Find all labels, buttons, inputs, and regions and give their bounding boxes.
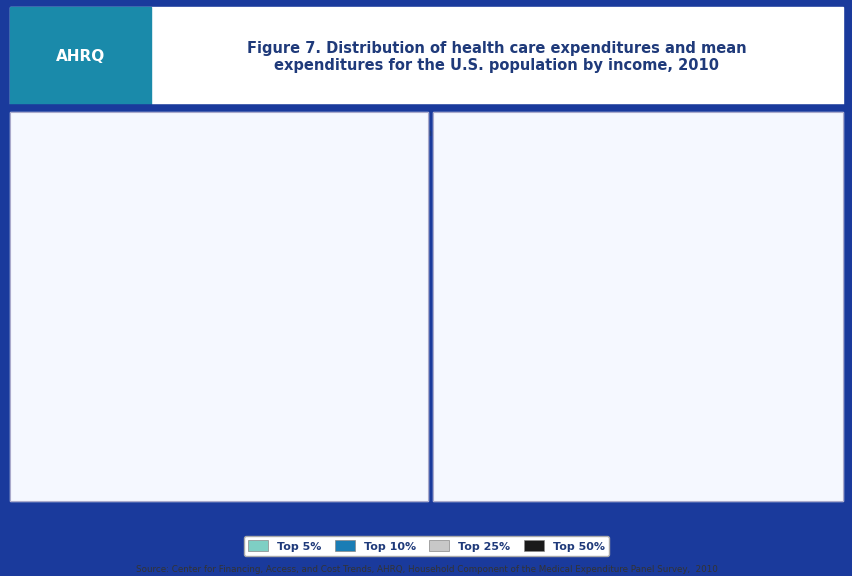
Bar <box>653 297 665 452</box>
Text: $29,660: $29,660 <box>509 275 545 283</box>
Bar <box>108 180 121 452</box>
Text: $42,351: $42,351 <box>629 203 665 213</box>
Bar <box>179 181 192 452</box>
Text: $14,841: $14,841 <box>521 358 556 366</box>
Text: Figure 7b. Annual mean expenditures by income: Figure 7b. Annual mean expenditures by i… <box>497 128 793 138</box>
Text: $13,786: $13,786 <box>586 363 622 373</box>
Text: $8,488: $8,488 <box>797 393 828 402</box>
Text: 89.0%: 89.0% <box>159 196 187 205</box>
Text: AHRQ: AHRQ <box>56 49 105 65</box>
Text: 73.6%: 73.6% <box>76 238 104 247</box>
Text: $13,198: $13,198 <box>717 367 754 376</box>
Text: $14,165: $14,165 <box>652 361 688 370</box>
Bar <box>587 305 598 452</box>
Text: $7,392: $7,392 <box>732 399 763 408</box>
Bar <box>308 213 320 452</box>
Bar <box>532 369 544 452</box>
Text: $7,951: $7,951 <box>535 396 566 405</box>
Bar <box>320 184 332 452</box>
Text: $37,745: $37,745 <box>694 229 731 238</box>
Text: $27,669: $27,669 <box>641 286 676 295</box>
Bar <box>296 271 308 452</box>
Text: 82.0%: 82.0% <box>371 215 399 224</box>
Bar <box>366 286 378 452</box>
Bar <box>391 190 403 452</box>
Bar <box>283 316 296 452</box>
Text: 50.5%: 50.5% <box>135 302 162 310</box>
Text: $26,981: $26,981 <box>772 290 808 298</box>
Bar <box>167 207 179 452</box>
Bar <box>610 410 621 452</box>
Text: 92.1%: 92.1% <box>89 187 116 196</box>
Text: 45.8%: 45.8% <box>346 314 374 324</box>
Text: 57.6%: 57.6% <box>64 282 91 291</box>
Bar <box>773 223 784 452</box>
Text: 95.3%: 95.3% <box>383 179 411 187</box>
Text: Source: Center for Financing, Access, and Cost Trends, AHRQ, Household Component: Source: Center for Financing, Access, an… <box>135 564 717 574</box>
Text: $14,607: $14,607 <box>783 359 820 368</box>
Bar <box>154 266 167 452</box>
Bar <box>250 182 262 452</box>
Text: 98.8%: 98.8% <box>101 169 129 178</box>
Bar <box>730 378 741 452</box>
Bar <box>707 241 718 452</box>
Bar <box>378 226 391 452</box>
Text: 98.2%: 98.2% <box>242 170 270 180</box>
Bar <box>665 373 676 452</box>
Bar <box>83 249 96 452</box>
Text: 86.9%: 86.9% <box>300 202 328 211</box>
Text: 65.9%: 65.9% <box>288 259 315 268</box>
Text: $46,640: $46,640 <box>498 179 533 188</box>
Bar <box>521 286 532 452</box>
Text: $25,052: $25,052 <box>705 300 742 309</box>
Text: Figure 7a. Distribution  of health care expenditures by income: Figure 7a. Distribution of health care e… <box>57 128 439 138</box>
Text: $7,626: $7,626 <box>601 398 631 407</box>
Bar <box>575 233 587 452</box>
Bar <box>509 191 521 452</box>
Text: $39,209: $39,209 <box>563 221 599 230</box>
Text: 53.5%: 53.5% <box>205 294 233 302</box>
Text: Figure 7. Distribution of health care expenditures and mean
expenditures for the: Figure 7. Distribution of health care ex… <box>247 40 746 73</box>
Bar <box>598 375 610 452</box>
Bar <box>807 404 819 452</box>
Text: 89.5%: 89.5% <box>229 195 257 203</box>
Bar <box>718 312 730 452</box>
Text: 98.4%: 98.4% <box>171 170 199 179</box>
Bar <box>225 261 237 452</box>
Text: 67.6%: 67.6% <box>147 255 174 264</box>
Bar <box>642 215 653 452</box>
Legend: Top 5%, Top 10%, Top 25%, Top 50%: Top 5%, Top 10%, Top 25%, Top 50% <box>244 536 608 556</box>
Bar <box>676 409 687 452</box>
Text: 97.3%: 97.3% <box>313 173 340 182</box>
Bar <box>741 411 753 452</box>
Bar <box>796 370 807 452</box>
Text: 69.6%: 69.6% <box>217 249 245 258</box>
Bar <box>784 301 796 452</box>
Bar <box>212 305 225 452</box>
Bar <box>237 206 250 452</box>
Bar <box>354 326 366 452</box>
Text: 49.4%: 49.4% <box>275 305 303 314</box>
Bar <box>142 313 154 452</box>
Text: $26,212: $26,212 <box>574 294 611 303</box>
Text: 60.6%: 60.6% <box>359 274 386 283</box>
Text: $7,761: $7,761 <box>666 397 697 406</box>
Bar <box>72 294 83 452</box>
Bar <box>96 199 108 452</box>
Text: $40,822: $40,822 <box>760 212 797 221</box>
Bar <box>544 408 556 452</box>
